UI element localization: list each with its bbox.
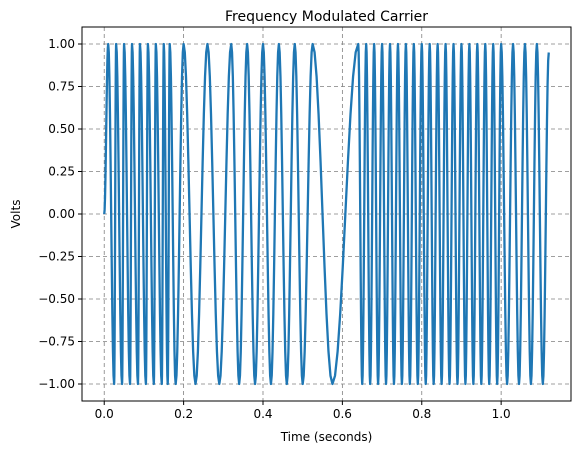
y-tick-label: −0.50	[38, 292, 75, 306]
y-axis-title: Volts	[9, 200, 23, 229]
x-tick-label: 0.8	[412, 407, 431, 421]
grid	[82, 27, 571, 401]
y-tick-label: 1.00	[48, 37, 75, 51]
y-tick-label: 0.75	[48, 80, 75, 94]
chart-title: Frequency Modulated Carrier	[225, 9, 428, 25]
x-tick-label: 0.0	[95, 407, 114, 421]
y-tick-label: 0.00	[48, 207, 75, 221]
plot-area	[81, 26, 572, 402]
x-tick-label: 0.6	[333, 407, 352, 421]
y-tick-label: 0.25	[48, 165, 75, 179]
x-tick-label: 1.0	[492, 407, 511, 421]
x-axis-title: Time (seconds)	[280, 430, 373, 444]
y-tick-label: −0.25	[38, 250, 75, 264]
series-layer	[103, 42, 550, 386]
x-tick-label: 0.2	[174, 407, 193, 421]
y-tick-label: 0.50	[48, 122, 75, 136]
y-axis: 1.00 0.75 0.50 0.25 0.00 −0.25 −0.50 −0.75 −1.00	[38, 37, 82, 391]
x-tick-label: 0.4	[253, 407, 272, 421]
y-tick-label: −1.00	[38, 377, 75, 391]
x-axis: 0.0 0.2 0.4 0.6 0.8 1.0	[95, 401, 511, 421]
series-line	[103, 42, 550, 386]
y-tick-label: −0.75	[38, 335, 75, 349]
